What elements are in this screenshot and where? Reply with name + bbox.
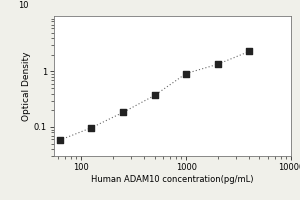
Point	[57, 139, 62, 142]
Y-axis label: Optical Density: Optical Density	[22, 51, 31, 121]
Point	[247, 50, 252, 53]
Text: 10: 10	[18, 1, 29, 10]
X-axis label: Human ADAM10 concentration(pg/mL): Human ADAM10 concentration(pg/mL)	[91, 175, 254, 184]
Point	[152, 94, 157, 97]
Point	[89, 126, 94, 129]
Point	[121, 111, 125, 114]
Point	[215, 63, 220, 66]
Point	[184, 72, 188, 75]
